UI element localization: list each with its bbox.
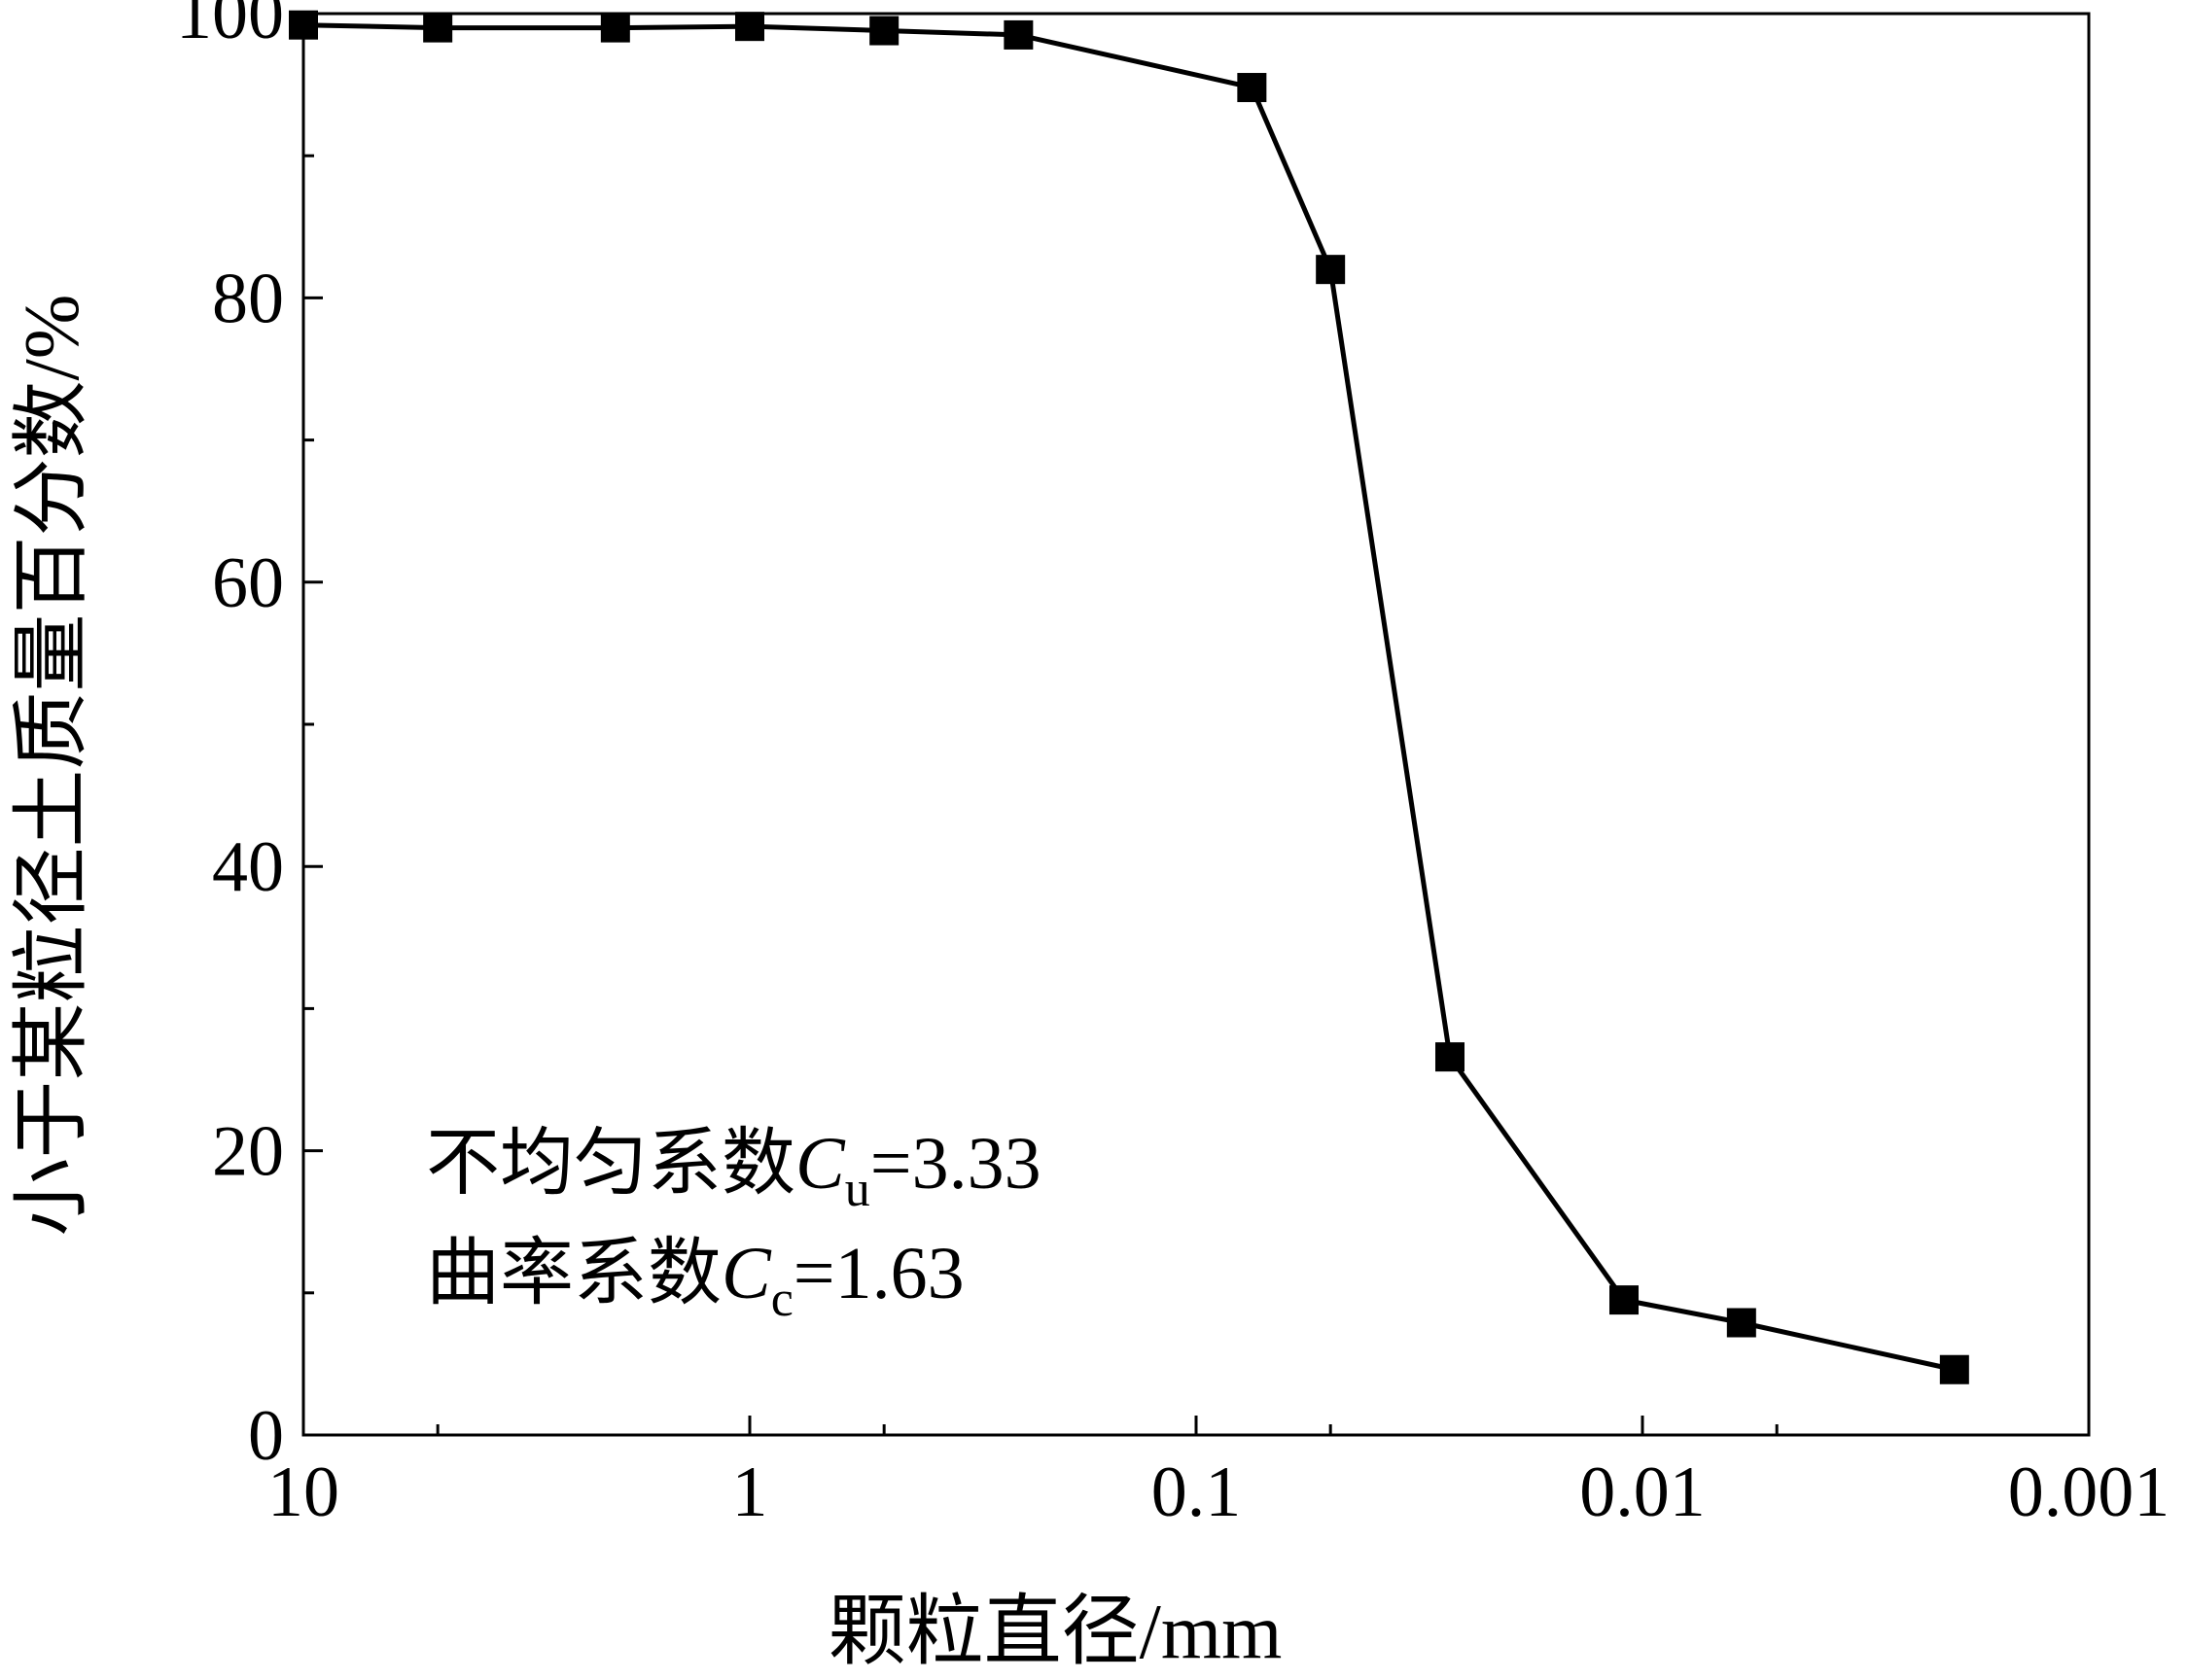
x-tick-label: 1 (732, 1452, 768, 1532)
data-point-marker (289, 10, 318, 40)
x-tick-label: 0.01 (1579, 1452, 1706, 1532)
series-line (302, 22, 1956, 1373)
x-tick-label: 0.001 (2008, 1452, 2170, 1532)
plot-frame (301, 12, 2091, 1437)
data-point-marker (1939, 1354, 1969, 1384)
y-tick-label: 100 (176, 0, 284, 54)
data-point-marker (1004, 19, 1034, 50)
x-tick-label: 10 (267, 1452, 339, 1532)
data-point-marker (1435, 1042, 1465, 1072)
x-tick-label: 0.1 (1151, 1452, 1242, 1532)
data-point-marker (735, 12, 764, 42)
y-tick-label: 60 (212, 543, 284, 623)
uniformity-coefficient-annotation: 不均匀系数Cu=3.33 (426, 1123, 1041, 1217)
data-point-marker (1609, 1285, 1640, 1315)
data-point-marker (869, 16, 900, 46)
y-tick-label: 20 (212, 1112, 284, 1192)
data-point-marker (1237, 73, 1267, 103)
y-tick-label: 0 (248, 1396, 284, 1476)
y-tick-label: 80 (212, 259, 284, 338)
y-tick-label: 40 (212, 827, 284, 907)
data-point-marker (1726, 1308, 1756, 1338)
data-point-marker (600, 13, 630, 43)
curvature-coefficient-annotation: 曲率系数Cc=1.63 (426, 1233, 965, 1327)
y-axis-title: 小于某粒径土质量百分数/% (10, 295, 95, 1237)
data-point-marker (423, 13, 453, 43)
data-point-marker (1316, 255, 1346, 285)
x-axis-title: 颗粒直径/mm (829, 1590, 1283, 1675)
